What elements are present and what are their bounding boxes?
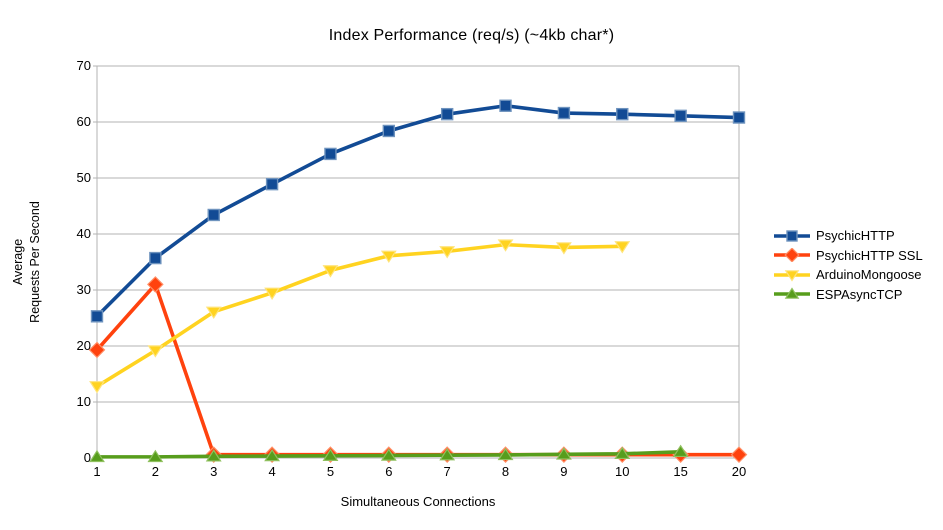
- data-point-marker: [205, 306, 222, 320]
- data-point-marker: [555, 242, 572, 255]
- square-legend-marker-icon: [774, 230, 810, 242]
- data-point-marker: [784, 287, 800, 300]
- data-point-marker: [439, 246, 456, 259]
- series-line: [95, 242, 625, 389]
- x-tick-label: 5: [326, 464, 335, 479]
- x-tick-label: 2: [151, 464, 159, 479]
- data-point-marker: [90, 310, 104, 323]
- data-point-marker: [380, 250, 397, 264]
- y-tick-label: 20: [76, 338, 91, 353]
- legend-item: PsychicHTTP SSL: [773, 246, 923, 266]
- data-point-marker: [324, 147, 337, 161]
- data-point-marker: [784, 248, 800, 263]
- data-point-marker: [730, 446, 748, 463]
- triangle-down-legend-marker-icon: [774, 269, 810, 282]
- x-tick-label: 4: [268, 464, 276, 479]
- diamond-legend-marker-icon: [774, 248, 810, 263]
- data-point-marker: [89, 449, 105, 463]
- data-point-marker: [616, 107, 629, 121]
- legend-item: ESPAsyncTCP: [773, 285, 923, 305]
- x-tick-label: 6: [385, 464, 393, 479]
- data-point-marker: [264, 287, 281, 300]
- data-point-marker: [89, 381, 105, 394]
- y-tick-label: 50: [76, 170, 91, 185]
- x-tick-label: 10: [615, 464, 630, 479]
- data-point-marker: [264, 448, 281, 462]
- data-point-marker: [265, 177, 279, 191]
- data-point-marker: [147, 449, 164, 463]
- data-point-marker: [322, 448, 339, 461]
- legend: PsychicHTTP PsychicHTTP SSL ArduinoMongoos…: [773, 226, 923, 304]
- data-point-marker: [497, 239, 514, 252]
- chart-title: Index Performance (req/s) (~4kb char*): [328, 27, 615, 44]
- data-point-marker: [205, 449, 222, 462]
- data-point-marker: [784, 269, 800, 282]
- x-axis-title: Simultaneous Connections: [340, 494, 496, 509]
- y-tick-label: 40: [76, 226, 91, 241]
- legend-label: PsychicHTTP: [816, 228, 895, 244]
- data-point-marker: [147, 276, 164, 293]
- y-tick-label: 0: [83, 450, 91, 465]
- data-point-marker: [322, 265, 339, 278]
- series-line: [95, 103, 741, 319]
- data-point-marker: [497, 447, 514, 461]
- series-line: [95, 282, 741, 457]
- data-point-marker: [149, 251, 162, 265]
- data-point-marker: [732, 111, 746, 124]
- triangle-up-legend-marker-icon: [774, 287, 810, 300]
- y-tick-label: 70: [76, 58, 91, 73]
- data-point-marker: [499, 99, 512, 112]
- y-tick-label: 30: [76, 282, 91, 297]
- x-tick-label: 9: [560, 464, 568, 479]
- x-tick-label: 15: [673, 464, 688, 479]
- x-tick-label: 8: [501, 464, 510, 479]
- y-tick-label: 10: [76, 394, 91, 409]
- data-point-marker: [555, 447, 572, 460]
- y-tick-label: 60: [76, 114, 91, 129]
- x-tick-label: 7: [443, 464, 451, 479]
- data-point-marker: [382, 124, 396, 138]
- data-point-marker: [786, 230, 798, 242]
- data-point-marker: [674, 109, 687, 123]
- x-tick-label: 3: [210, 464, 218, 479]
- data-point-marker: [614, 241, 631, 254]
- x-tick-label: 20: [731, 464, 747, 479]
- y-axis-title: Average Requests Per Second: [11, 201, 42, 323]
- data-point-marker: [672, 444, 689, 458]
- data-point-marker: [614, 446, 631, 460]
- data-point-marker: [440, 107, 454, 121]
- data-point-marker: [380, 448, 397, 461]
- data-point-marker: [557, 106, 571, 120]
- data-point-marker: [88, 341, 106, 359]
- x-tick-label: 1: [93, 464, 101, 479]
- legend-label: ESPAsyncTCP: [816, 286, 903, 302]
- data-point-marker: [147, 345, 164, 358]
- legend-item: ArduinoMongoose: [773, 265, 923, 285]
- legend-item: PsychicHTTP: [773, 226, 923, 246]
- legend-label: ArduinoMongoose: [816, 267, 922, 283]
- data-point-marker: [439, 448, 456, 461]
- data-point-marker: [207, 208, 220, 222]
- legend-label: PsychicHTTP SSL: [816, 247, 923, 263]
